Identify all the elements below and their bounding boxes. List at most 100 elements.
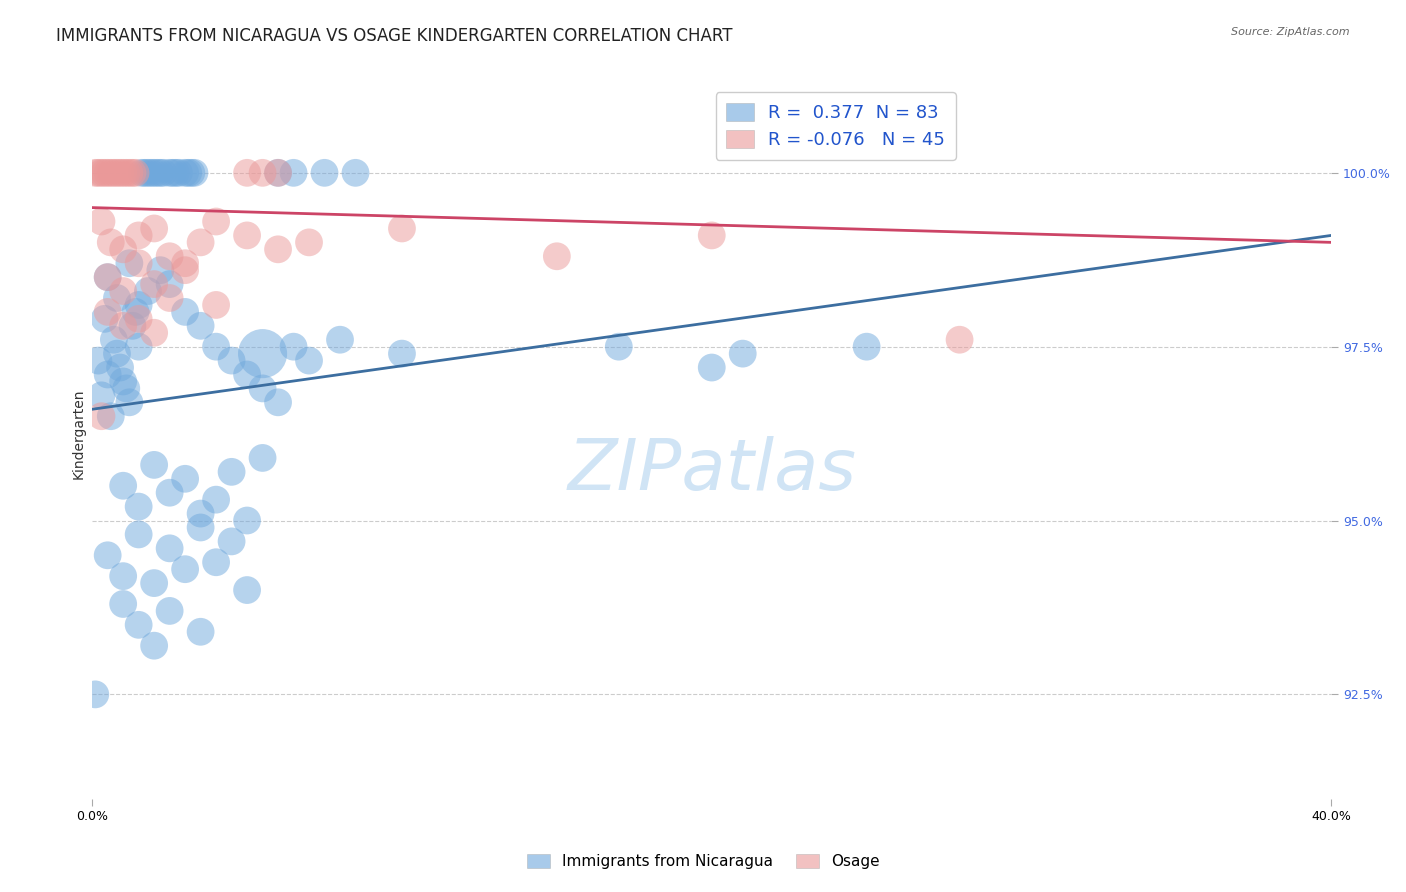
Immigrants from Nicaragua — [90, 388, 112, 402]
Immigrants from Nicaragua — [97, 368, 120, 382]
Osage — [159, 291, 181, 305]
Immigrants from Nicaragua — [190, 520, 212, 534]
Immigrants from Nicaragua — [329, 333, 352, 347]
Immigrants from Nicaragua — [165, 166, 187, 180]
Immigrants from Nicaragua — [100, 409, 122, 424]
Text: IMMIGRANTS FROM NICARAGUA VS OSAGE KINDERGARTEN CORRELATION CHART: IMMIGRANTS FROM NICARAGUA VS OSAGE KINDE… — [56, 27, 733, 45]
Immigrants from Nicaragua — [252, 346, 274, 360]
Osage — [124, 166, 146, 180]
Immigrants from Nicaragua — [252, 381, 274, 395]
Immigrants from Nicaragua — [136, 166, 159, 180]
Immigrants from Nicaragua — [252, 450, 274, 465]
Immigrants from Nicaragua — [174, 472, 197, 486]
Immigrants from Nicaragua — [105, 346, 128, 360]
Immigrants from Nicaragua — [159, 277, 181, 291]
Osage — [100, 166, 122, 180]
Immigrants from Nicaragua — [607, 340, 630, 354]
Immigrants from Nicaragua — [112, 375, 135, 389]
Osage — [97, 270, 120, 285]
Legend: Immigrants from Nicaragua, Osage: Immigrants from Nicaragua, Osage — [520, 848, 886, 875]
Immigrants from Nicaragua — [112, 597, 135, 611]
Text: Source: ZipAtlas.com: Source: ZipAtlas.com — [1232, 27, 1350, 37]
Immigrants from Nicaragua — [855, 340, 877, 354]
Immigrants from Nicaragua — [190, 318, 212, 333]
Immigrants from Nicaragua — [146, 166, 169, 180]
Immigrants from Nicaragua — [236, 583, 259, 598]
Osage — [267, 243, 290, 257]
Osage — [236, 166, 259, 180]
Immigrants from Nicaragua — [221, 465, 243, 479]
Osage — [90, 409, 112, 424]
Y-axis label: Kindergarten: Kindergarten — [72, 388, 86, 479]
Immigrants from Nicaragua — [190, 507, 212, 521]
Osage — [205, 298, 228, 312]
Osage — [298, 235, 321, 250]
Immigrants from Nicaragua — [190, 624, 212, 639]
Osage — [121, 166, 143, 180]
Osage — [546, 249, 568, 263]
Osage — [128, 256, 150, 270]
Osage — [143, 221, 166, 235]
Immigrants from Nicaragua — [143, 166, 166, 180]
Osage — [143, 277, 166, 291]
Immigrants from Nicaragua — [236, 368, 259, 382]
Immigrants from Nicaragua — [149, 166, 172, 180]
Immigrants from Nicaragua — [205, 340, 228, 354]
Immigrants from Nicaragua — [97, 270, 120, 285]
Immigrants from Nicaragua — [118, 256, 141, 270]
Immigrants from Nicaragua — [152, 166, 174, 180]
Osage — [103, 166, 125, 180]
Osage — [87, 166, 110, 180]
Immigrants from Nicaragua — [159, 604, 181, 618]
Immigrants from Nicaragua — [221, 534, 243, 549]
Immigrants from Nicaragua — [205, 555, 228, 569]
Immigrants from Nicaragua — [183, 166, 205, 180]
Osage — [700, 228, 723, 243]
Osage — [112, 318, 135, 333]
Osage — [948, 333, 970, 347]
Immigrants from Nicaragua — [108, 360, 131, 375]
Osage — [93, 166, 115, 180]
Immigrants from Nicaragua — [180, 166, 202, 180]
Immigrants from Nicaragua — [136, 284, 159, 298]
Osage — [267, 166, 290, 180]
Immigrants from Nicaragua — [143, 639, 166, 653]
Osage — [118, 166, 141, 180]
Immigrants from Nicaragua — [159, 541, 181, 556]
Immigrants from Nicaragua — [143, 458, 166, 472]
Osage — [90, 214, 112, 228]
Immigrants from Nicaragua — [105, 291, 128, 305]
Osage — [108, 166, 131, 180]
Immigrants from Nicaragua — [118, 395, 141, 409]
Immigrants from Nicaragua — [162, 166, 184, 180]
Immigrants from Nicaragua — [149, 263, 172, 277]
Immigrants from Nicaragua — [700, 360, 723, 375]
Immigrants from Nicaragua — [731, 346, 754, 360]
Immigrants from Nicaragua — [103, 333, 125, 347]
Immigrants from Nicaragua — [267, 395, 290, 409]
Immigrants from Nicaragua — [344, 166, 367, 180]
Immigrants from Nicaragua — [139, 166, 162, 180]
Immigrants from Nicaragua — [298, 353, 321, 368]
Immigrants from Nicaragua — [128, 527, 150, 541]
Text: ZIPatlas: ZIPatlas — [567, 435, 856, 505]
Immigrants from Nicaragua — [236, 514, 259, 528]
Immigrants from Nicaragua — [314, 166, 336, 180]
Immigrants from Nicaragua — [221, 353, 243, 368]
Immigrants from Nicaragua — [121, 318, 143, 333]
Osage — [174, 256, 197, 270]
Immigrants from Nicaragua — [128, 617, 150, 632]
Osage — [205, 214, 228, 228]
Immigrants from Nicaragua — [131, 166, 153, 180]
Immigrants from Nicaragua — [128, 340, 150, 354]
Osage — [97, 305, 120, 319]
Immigrants from Nicaragua — [115, 381, 138, 395]
Osage — [112, 243, 135, 257]
Osage — [90, 166, 112, 180]
Immigrants from Nicaragua — [205, 492, 228, 507]
Immigrants from Nicaragua — [174, 305, 197, 319]
Osage — [105, 166, 128, 180]
Osage — [252, 166, 274, 180]
Immigrants from Nicaragua — [167, 166, 190, 180]
Immigrants from Nicaragua — [267, 166, 290, 180]
